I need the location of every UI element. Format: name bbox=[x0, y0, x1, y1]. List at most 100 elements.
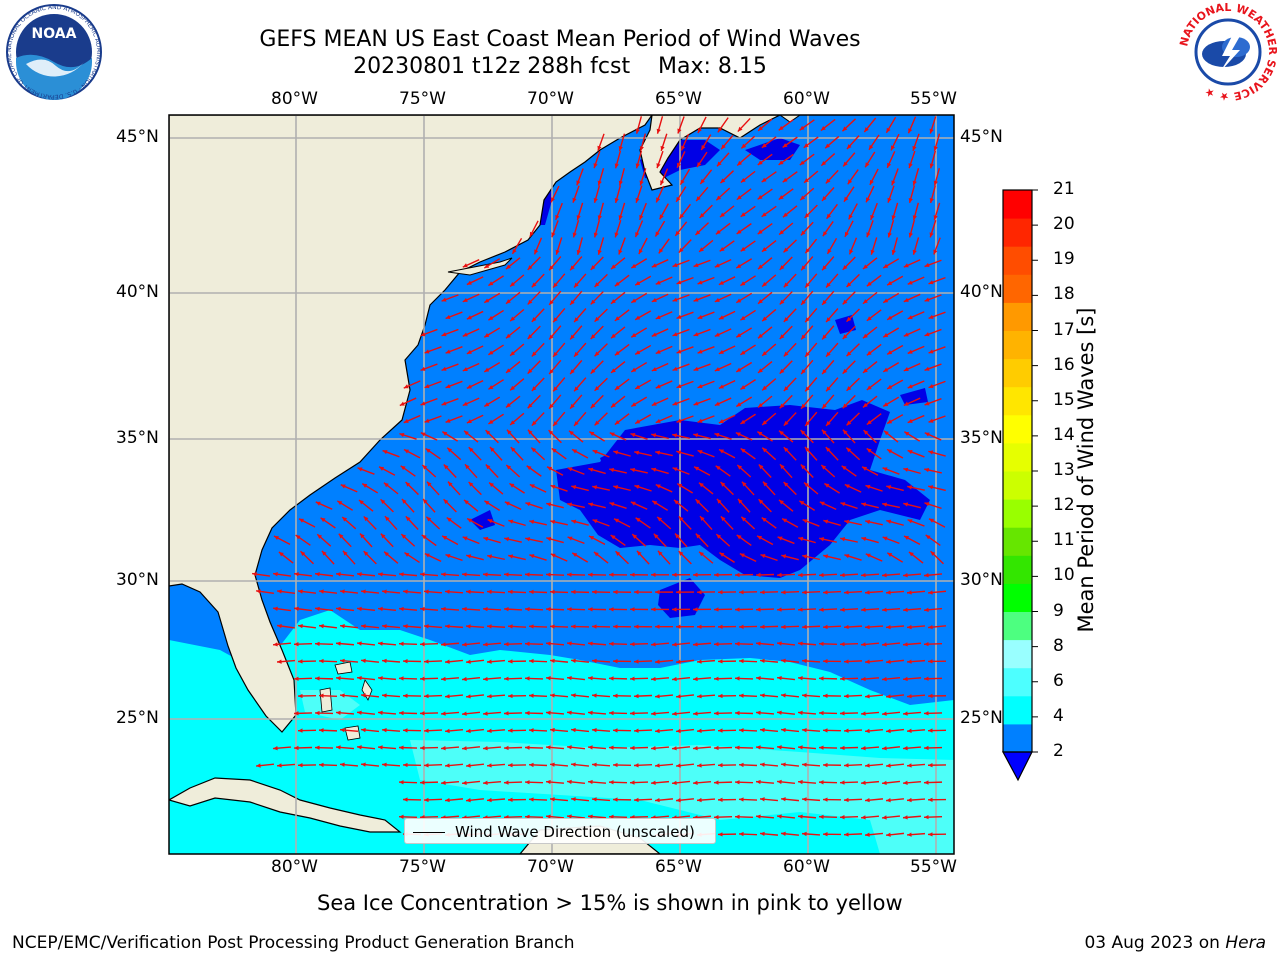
wave-direction-arrowhead bbox=[531, 317, 537, 322]
wave-direction-arrowhead bbox=[739, 553, 745, 558]
colorbar-tick-label: 2 bbox=[1053, 741, 1064, 761]
wave-direction-arrowhead bbox=[840, 780, 845, 785]
wave-direction-arrowhead bbox=[840, 641, 845, 647]
wave-direction-arrowhead bbox=[924, 502, 930, 507]
wave-direction-arrowhead bbox=[274, 536, 280, 541]
wave-direction-arrowhead bbox=[484, 402, 490, 407]
lon-label-top-75w: 75°W bbox=[399, 89, 446, 109]
wave-direction-arrowhead bbox=[447, 481, 453, 487]
wave-direction-arrowhead bbox=[401, 534, 407, 539]
wave-direction-arrowhead bbox=[342, 516, 348, 522]
wave-direction-arrowhead bbox=[571, 693, 576, 698]
wave-direction-arrowhead bbox=[574, 317, 579, 323]
colorbar-block bbox=[1003, 414, 1032, 444]
wave-direction-arrowhead bbox=[762, 316, 767, 322]
wave-direction-arrowhead bbox=[571, 797, 576, 802]
wave-direction-arrowhead bbox=[588, 745, 593, 750]
wave-direction-arrowhead bbox=[861, 607, 866, 612]
wave-direction-arrowhead bbox=[777, 607, 782, 612]
wave-direction-arrowhead bbox=[550, 762, 555, 767]
colorbar-tick-label: 14 bbox=[1053, 424, 1075, 445]
wave-direction-arrowhead bbox=[882, 711, 887, 716]
wave-direction-arrowhead bbox=[803, 143, 809, 148]
wave-direction-arrowhead bbox=[631, 367, 637, 372]
wave-direction-arrowhead bbox=[822, 334, 827, 340]
wave-direction-arrowhead bbox=[697, 797, 702, 803]
wave-direction-arrowhead bbox=[903, 467, 909, 472]
wave-direction-arrowhead bbox=[924, 711, 929, 716]
wave-direction-arrowhead bbox=[882, 676, 887, 682]
wave-direction-arrowhead bbox=[655, 728, 660, 734]
wave-direction-arrowhead bbox=[618, 249, 623, 255]
wave-direction-arrowhead bbox=[907, 797, 912, 803]
wave-direction-arrowhead bbox=[336, 676, 341, 681]
wave-direction-arrowhead bbox=[804, 178, 809, 183]
wave-direction-arrowhead bbox=[718, 349, 724, 354]
wave-direction-arrowhead bbox=[801, 369, 806, 375]
wave-direction-arrowhead bbox=[592, 797, 597, 802]
wave-direction-arrowhead bbox=[840, 676, 845, 681]
wave-direction-arrowhead bbox=[315, 641, 320, 647]
wave-direction-arrowhead bbox=[697, 280, 703, 285]
wave-direction-arrowhead bbox=[405, 482, 411, 487]
wave-direction-arrowhead bbox=[357, 675, 362, 681]
wave-direction-arrowhead bbox=[799, 160, 805, 166]
wave-direction-arrowhead bbox=[403, 384, 409, 389]
wave-direction-arrowhead bbox=[933, 215, 938, 221]
wave-direction-arrowhead bbox=[740, 246, 746, 252]
wave-direction-arrowhead bbox=[504, 572, 509, 577]
wave-direction-arrowhead bbox=[550, 797, 555, 802]
wave-direction-arrowhead bbox=[277, 659, 282, 664]
wave-direction-arrowhead bbox=[609, 745, 614, 750]
wave-direction-arrowhead bbox=[805, 421, 810, 426]
wave-direction-arrowhead bbox=[756, 607, 761, 612]
wave-direction-arrowhead bbox=[630, 572, 635, 577]
wave-direction-arrowhead bbox=[844, 484, 850, 489]
wave-direction-arrowhead bbox=[779, 464, 785, 470]
wave-direction-arrowhead bbox=[778, 125, 784, 131]
lon-label-top-55w: 55°W bbox=[910, 89, 957, 109]
wave-direction-arrowhead bbox=[700, 179, 705, 184]
wave-direction-arrowhead bbox=[321, 550, 327, 556]
wave-direction-arrowhead bbox=[735, 572, 740, 578]
wave-direction-arrowhead bbox=[777, 641, 782, 646]
wave-direction-arrowhead bbox=[445, 418, 451, 423]
wave-direction-arrowhead bbox=[844, 763, 849, 768]
wave-direction-arrowhead bbox=[783, 282, 789, 288]
wave-direction-arrowhead bbox=[929, 232, 934, 238]
wave-direction-arrowhead bbox=[505, 264, 511, 270]
wave-direction-arrowhead bbox=[655, 315, 661, 320]
colorbar-block bbox=[1003, 555, 1032, 584]
wave-direction-arrowhead bbox=[928, 763, 933, 768]
colorbar-block bbox=[1003, 695, 1032, 725]
wave-direction-arrowhead bbox=[525, 710, 530, 716]
wave-direction-arrowhead bbox=[592, 589, 597, 595]
wave-direction-arrowhead bbox=[883, 402, 889, 407]
wave-direction-arrowhead bbox=[634, 797, 639, 803]
wave-direction-arrowhead bbox=[928, 418, 934, 423]
wave-direction-arrowhead bbox=[740, 281, 746, 286]
wave-direction-arrowhead bbox=[762, 481, 768, 487]
wave-direction-arrowhead bbox=[719, 552, 725, 557]
wave-direction-arrowhead bbox=[861, 642, 866, 647]
wave-direction-arrowhead bbox=[887, 232, 892, 238]
wave-direction-arrowhead bbox=[861, 676, 866, 682]
wave-direction-arrowhead bbox=[273, 642, 278, 647]
wave-direction-arrowhead bbox=[699, 551, 704, 557]
wave-direction-arrowhead bbox=[420, 780, 425, 785]
wave-direction-arrowhead bbox=[424, 553, 430, 558]
wave-direction-arrowhead bbox=[886, 624, 891, 630]
wave-direction-arrowhead bbox=[737, 160, 743, 166]
wave-direction-arrowhead bbox=[382, 658, 387, 664]
wave-direction-arrowhead bbox=[736, 534, 742, 540]
wave-direction-arrowhead bbox=[378, 641, 383, 646]
wave-direction-arrowhead bbox=[630, 711, 635, 716]
wave-direction-arrowhead bbox=[928, 450, 934, 455]
wave-direction-arrowhead bbox=[403, 797, 408, 802]
wave-direction-arrowhead bbox=[567, 779, 572, 785]
wave-direction-arrowhead bbox=[672, 297, 678, 302]
wave-direction-arrowhead bbox=[757, 229, 763, 235]
wave-direction-arrowhead bbox=[441, 676, 446, 682]
wave-direction-arrowhead bbox=[441, 606, 446, 612]
wave-direction-arrowhead bbox=[546, 536, 552, 542]
